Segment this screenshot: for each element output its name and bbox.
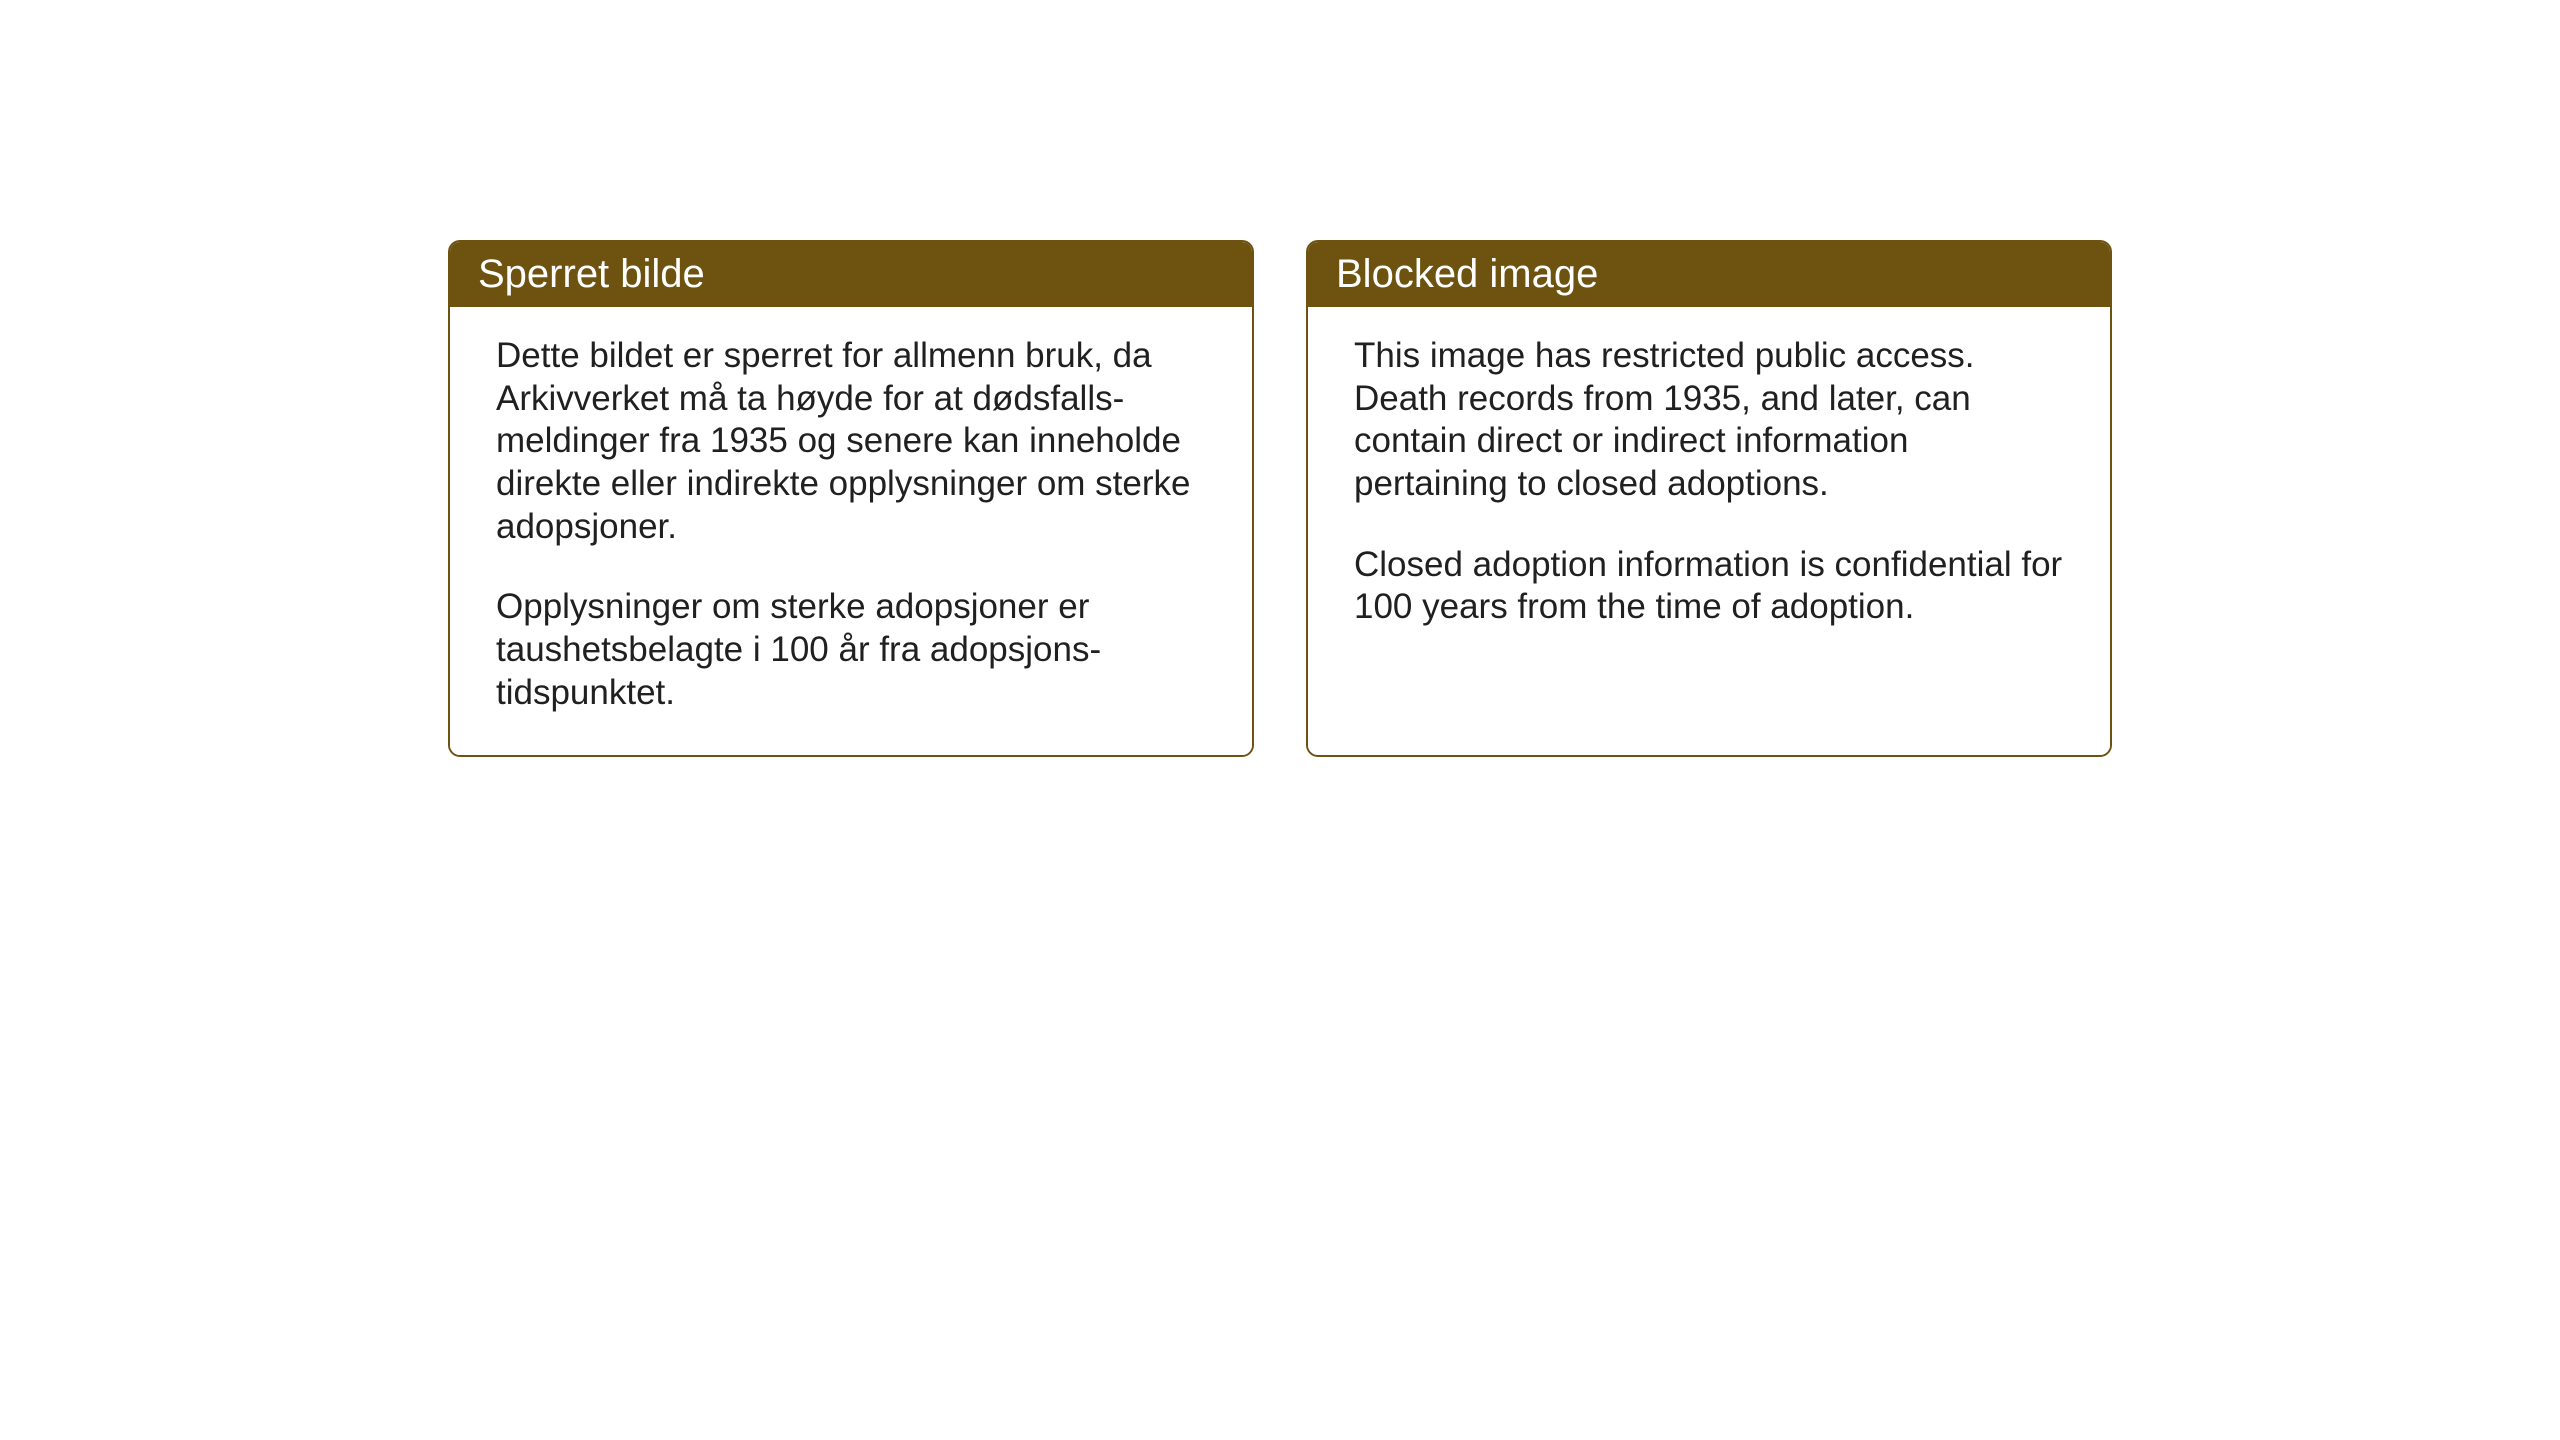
card-paragraph-2-english: Closed adoption information is confident…: [1354, 544, 2064, 629]
card-body-english: This image has restricted public access.…: [1308, 307, 2110, 752]
card-header-english: Blocked image: [1308, 242, 2110, 307]
card-header-norwegian: Sperret bilde: [450, 242, 1252, 307]
card-title-norwegian: Sperret bilde: [478, 252, 705, 296]
card-paragraph-1-english: This image has restricted public access.…: [1354, 335, 2064, 506]
card-body-norwegian: Dette bildet er sperret for allmenn bruk…: [450, 307, 1252, 755]
notice-container: Sperret bilde Dette bildet er sperret fo…: [448, 240, 2112, 757]
card-paragraph-2-norwegian: Opplysninger om sterke adopsjoner er tau…: [496, 586, 1206, 714]
card-title-english: Blocked image: [1336, 252, 1598, 296]
blocked-image-card-norwegian: Sperret bilde Dette bildet er sperret fo…: [448, 240, 1254, 757]
card-paragraph-1-norwegian: Dette bildet er sperret for allmenn bruk…: [496, 335, 1206, 548]
blocked-image-card-english: Blocked image This image has restricted …: [1306, 240, 2112, 757]
